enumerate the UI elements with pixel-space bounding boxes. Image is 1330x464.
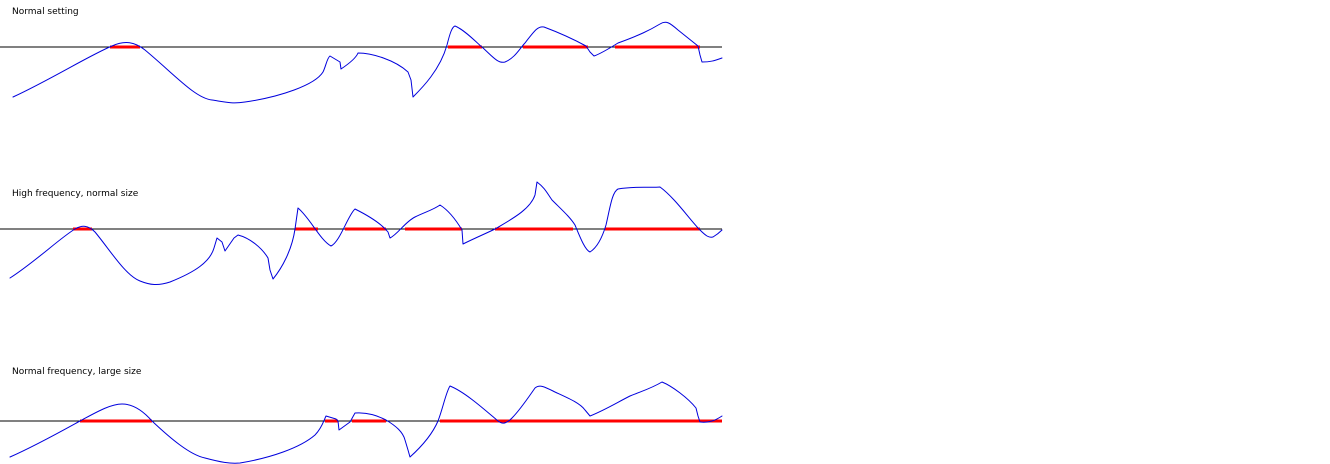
wave-line	[9, 181, 723, 285]
panel-label: High frequency, normal size	[12, 189, 139, 199]
wave-line	[12, 21, 723, 104]
panel-label: Normal frequency, large size	[12, 367, 142, 377]
panel-large-size: Normal frequency, large size	[0, 367, 723, 464]
panel-normal: Normal setting	[0, 7, 723, 104]
panel-label: Normal setting	[12, 7, 79, 17]
wave-line	[9, 381, 723, 464]
panel-high-frequency: High frequency, normal size	[0, 181, 723, 285]
